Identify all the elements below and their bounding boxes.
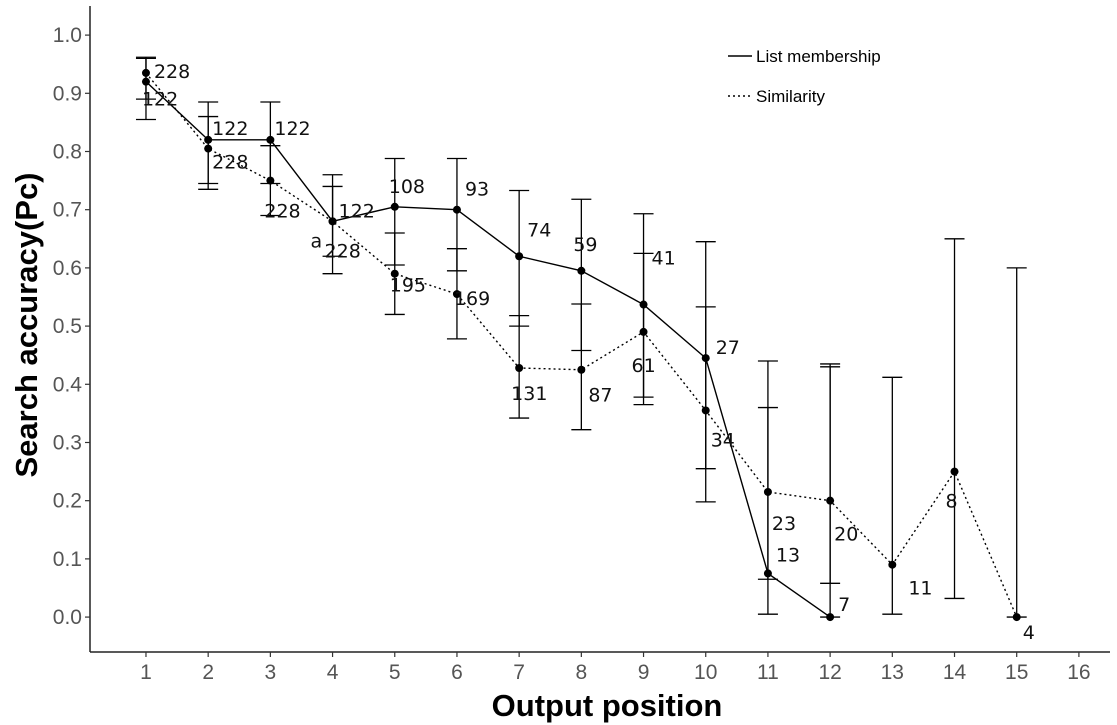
- x-tick-label: 7: [513, 661, 525, 684]
- n-label-list-membership: 93: [465, 179, 489, 201]
- data-point-similarity: [204, 144, 213, 153]
- y-tick-label: 0.0: [53, 606, 82, 629]
- data-point-similarity: [515, 363, 524, 372]
- sample-size-labels: 122 122 122 122 108 93 74 59 41 27 13 7 228 228 228 228…: [142, 61, 1035, 644]
- y-tick-label: 1.0: [53, 24, 82, 47]
- n-label-similarity: 20: [834, 524, 858, 546]
- data-point-similarity: [577, 365, 586, 374]
- n-label-similarity: 11: [908, 578, 932, 600]
- data-point-similarity: [826, 496, 835, 505]
- n-label-similarity: 228: [154, 61, 190, 83]
- x-tick-label: 13: [881, 661, 904, 684]
- data-point-similarity: [639, 327, 648, 336]
- n-label-list-membership: 74: [527, 219, 551, 241]
- data-point-similarity: [888, 560, 897, 569]
- error-bars: [135, 56, 1027, 618]
- x-tick-label: 9: [638, 661, 650, 684]
- x-tick-label: 6: [451, 661, 463, 684]
- n-label-list-membership: 122: [339, 200, 375, 222]
- x-tick-label: 1: [140, 661, 152, 684]
- y-tick-label: 0.4: [53, 373, 83, 396]
- n-label-similarity: 61: [632, 355, 656, 377]
- data-points: [141, 68, 1021, 622]
- x-tick-label: 3: [265, 661, 277, 684]
- legend: List membership Similarity: [728, 47, 881, 106]
- data-point-list-membership: [390, 202, 399, 211]
- x-tick-label: 12: [818, 661, 841, 684]
- data-point-similarity: [1012, 613, 1021, 622]
- series-line-list-membership: [145, 81, 831, 618]
- n-label-similarity: 34: [711, 429, 735, 451]
- x-tick-label: 14: [943, 661, 967, 684]
- y-tick-label: 0.3: [53, 431, 82, 454]
- y-tick-label: 0.9: [53, 82, 82, 105]
- x-axis-title: Output position: [492, 688, 723, 723]
- annotation-label: a: [311, 230, 323, 252]
- x-tick-label: 16: [1067, 661, 1090, 684]
- data-point-list-membership: [826, 613, 835, 622]
- axes: 0.00.10.20.30.40.50.60.70.80.91.01 2 3 4 5 6 7…: [53, 6, 1110, 684]
- data-point-similarity: [950, 467, 959, 476]
- n-label-similarity: 87: [588, 385, 612, 407]
- n-label-similarity: 169: [454, 288, 490, 310]
- n-label-list-membership: 122: [142, 89, 178, 111]
- x-tick-label: 5: [389, 661, 401, 684]
- n-label-list-membership: 108: [389, 176, 425, 198]
- data-point-list-membership: [577, 266, 586, 275]
- n-label-list-membership: 7: [838, 594, 850, 616]
- x-tick-label: 15: [1005, 661, 1028, 684]
- data-point-list-membership: [204, 135, 213, 144]
- n-label-similarity: 195: [390, 275, 426, 297]
- n-label-similarity: 131: [511, 383, 547, 405]
- x-tick-label: 8: [575, 661, 587, 684]
- y-axis-title: Search accuracy(Pc): [9, 172, 44, 477]
- series-lines: [145, 72, 1018, 618]
- data-point-list-membership: [763, 569, 772, 578]
- data-point-similarity: [390, 269, 399, 278]
- n-label-list-membership: 59: [573, 234, 597, 256]
- n-label-similarity: 228: [264, 201, 300, 223]
- series-line-similarity: [145, 72, 1018, 618]
- y-tick-label: 0.2: [53, 490, 82, 513]
- n-label-similarity: 4: [1023, 622, 1035, 644]
- n-label-list-membership: 122: [274, 118, 310, 140]
- y-tick-label: 0.7: [53, 199, 82, 222]
- n-label-list-membership: 13: [776, 544, 800, 566]
- data-point-similarity: [266, 176, 275, 185]
- legend-label-list-membership: List membership: [756, 47, 881, 66]
- data-point-list-membership: [452, 205, 461, 214]
- data-point-list-membership: [639, 300, 648, 309]
- y-tick-label: 0.1: [53, 548, 82, 571]
- data-point-list-membership: [141, 77, 150, 86]
- x-tick-label: 2: [202, 661, 214, 684]
- n-label-similarity: 228: [325, 240, 361, 262]
- data-point-list-membership: [266, 135, 275, 144]
- n-label-list-membership: 27: [716, 337, 740, 359]
- n-label-list-membership: 122: [212, 118, 248, 140]
- y-tick-label: 0.6: [53, 257, 82, 280]
- n-label-similarity: 23: [772, 513, 796, 535]
- data-point-similarity: [763, 487, 772, 496]
- n-label-similarity: 8: [946, 491, 958, 513]
- y-tick-label: 0.5: [53, 315, 82, 338]
- y-tick-label: 0.8: [53, 140, 82, 163]
- x-tick-label: 11: [757, 661, 779, 684]
- data-point-list-membership: [701, 354, 710, 363]
- n-label-similarity: 228: [212, 152, 248, 174]
- data-point-similarity: [328, 217, 337, 226]
- data-point-list-membership: [515, 252, 524, 261]
- data-point-similarity: [141, 68, 150, 77]
- legend-label-similarity: Similarity: [756, 87, 825, 106]
- data-point-similarity: [452, 290, 461, 299]
- n-label-list-membership: 41: [652, 248, 676, 270]
- x-tick-label: 4: [327, 661, 339, 684]
- x-tick-label: 10: [694, 661, 717, 684]
- data-point-similarity: [701, 406, 710, 415]
